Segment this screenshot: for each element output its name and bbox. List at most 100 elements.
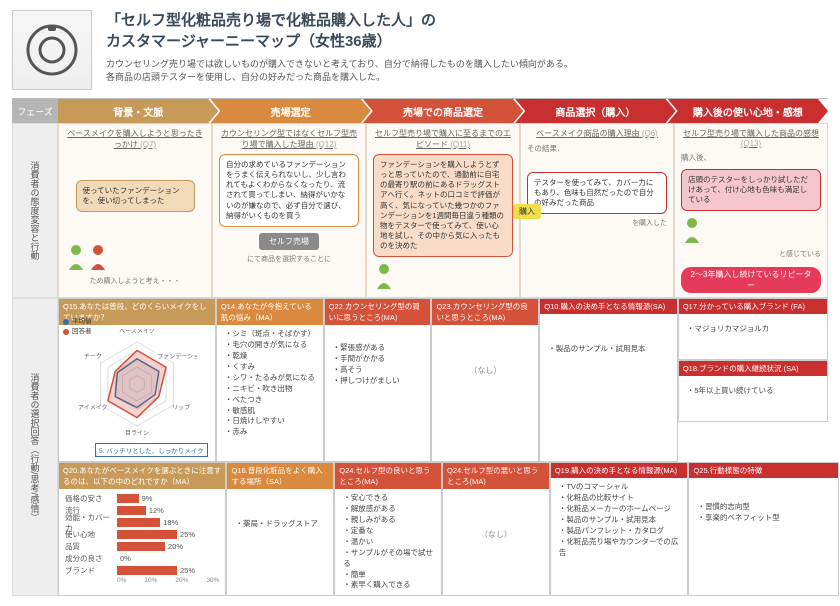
list-item: 日焼けしやすい <box>225 416 317 427</box>
list: シミ（斑点・そばかす）毛穴の開きが気になる乾燥くすみシワ・たるみが気になるニキビ… <box>223 329 317 438</box>
bar-row: 使い心地25% <box>65 529 219 540</box>
list-item: ニキビ・吹き出物 <box>225 384 317 395</box>
repeater-pill: 2〜3年購入し続けているリピーター <box>681 267 821 293</box>
data-card: Q24.セルフ型の悪いと思うところ(MA)（なし） <box>442 462 550 596</box>
data-card: Q15.あなたは普段、どのくらいメイクをしていますか？平均値回答者ベースメイクフ… <box>58 298 216 462</box>
phase-row: フェーズ 背景・文脈売場選定売場での商品選定商品選択（購入）購入後の使い心地・感… <box>12 99 828 123</box>
list-item: 安心できる <box>343 493 435 504</box>
journey-section: 消費者の態度変容と行動 ベースメイクを購入しようと思ったきっかけ (Q7)使って… <box>12 123 828 298</box>
list: 習慣的志向型享楽的ベネフィット型 <box>695 502 831 524</box>
list-item: 製品のサンプル・試用見本 <box>548 344 671 355</box>
bar-row: 効能・カバー力18% <box>65 517 219 528</box>
card-header: Q23.カウンセリング型の良いと思うところ(MA) <box>432 299 538 325</box>
list-item: マジョリカマジョルカ <box>687 324 821 335</box>
list-item: 高そう <box>333 365 425 376</box>
data-card: Q25.行動様態の特徴習慣的志向型享楽的ベネフィット型 <box>688 462 838 596</box>
phase-arrow: 売場選定 <box>210 99 370 123</box>
cards-section: 消費者の選択回答（行動/思考/感情） Q15.あなたは普段、どのくらいメイクをし… <box>12 298 828 596</box>
svg-text:ファンデーション: ファンデーション <box>157 353 197 361</box>
journey-column: ベースメイク商品の購入理由 (Q6) その結果、テスターを使ってみて、カバー力にも… <box>520 123 674 298</box>
journey-column: カウンセリング型ではなくセルフ型売り場で購入した理由 (Q12) 自分の求めている… <box>212 123 366 298</box>
header: 「セルフ型化粧品売り場で化粧品購入した人」のカスタマージャーニーマップ（女性36… <box>12 10 828 90</box>
speech-bubble: ファンデーションを購入しようとずっと思っていたので、通勤前に自宅の最寄り駅の前に… <box>373 154 513 257</box>
note: その結果、 <box>527 143 667 154</box>
speech-bubble: 使っていたファンデーションを、使い切ってしまった <box>76 180 195 212</box>
list-item: 製品のサンプル・試用見本 <box>559 515 682 526</box>
data-card: Q20.あなたがベースメイクを選ぶときに注意するのは、以下の中のどれですか（MA… <box>58 462 226 596</box>
data-card: Q17.分かっている購入ブランド (FA)マジョリカマジョルカ <box>678 298 828 360</box>
list-item: 化粧品メーカーのホームページ <box>559 504 682 515</box>
journey-column: セルフ型売り場で購入に至るまでのエピソード (Q11) ファンデーションを購入しよ… <box>366 123 520 298</box>
card-header: Q10.購入の決め手となる情報源(SA) <box>540 299 677 314</box>
note: を購入した <box>527 218 667 228</box>
phase-arrow: 商品選択（購入） <box>515 99 675 123</box>
speech-bubble: 自分の求めているファンデーションをうまく伝えられないし、少し言われてもよくわから… <box>219 154 359 227</box>
svg-text:リップ: リップ <box>172 405 190 412</box>
phase-arrow: 購入後の使い心地・感想 <box>668 99 828 123</box>
data-card: Q22.カウンセリング型の買いに思うところ(MA) 緊張感がある手間がかかる高そう… <box>324 298 432 462</box>
list-item: 薬局・ドラッグストア <box>235 519 327 530</box>
legend-item: 回答者 <box>63 325 92 335</box>
list-item: 習慣的志向型 <box>697 502 831 513</box>
col-title: ベースメイク商品の購入理由 (Q6) <box>527 128 667 139</box>
journey-column: ベースメイクを購入しようと思ったきっかけ (Q7)使っていたファンデーションを、… <box>58 123 212 298</box>
list-item: シワ・たるみが気になる <box>225 373 317 384</box>
data-card: Q10.購入の決め手となる情報源(SA) 製品のサンプル・試用見本 <box>539 298 678 462</box>
note: 購入後、 <box>681 152 821 163</box>
list-item: シミ（斑点・そばかす） <box>225 329 317 340</box>
list: 製品のサンプル・試用見本 <box>546 344 671 355</box>
data-card: Q24.セルフ型の良いと思うところ(MA)安心できる解放感がある親しみがある定番… <box>334 462 442 596</box>
list-item: 解放感がある <box>343 504 435 515</box>
bar-row: ブランド25% <box>65 565 219 576</box>
list-item: 簡単 <box>343 570 435 581</box>
bar-row: 品質20% <box>65 541 219 552</box>
col-title: カウンセリング型ではなくセルフ型売り場で購入した理由 (Q12) <box>219 128 359 150</box>
card-header: Q22.カウンセリング型の買いに思うところ(MA) <box>325 299 431 325</box>
list: 緊張感がある手間がかかる高そう押しつけがましい <box>331 343 425 387</box>
card-header: Q18.ブランドの購入継続状況 (SA) <box>679 361 827 376</box>
page-title: 「セルフ型化粧品売り場で化粧品購入した人」のカスタマージャーニーマップ（女性36… <box>106 10 573 52</box>
list: TVのコマーシャル化粧品の比較サイト化粧品メーカーのホームページ製品のサンプル・… <box>557 482 682 558</box>
speech-bubble: 店頭のテスターをしっかり試しただけあって、付け心地も色味も満足している <box>681 169 821 211</box>
speech-bubble: テスターを使ってみて、カバー力にもあり、色味も自然だったので自分の好みだった商品 <box>527 172 667 214</box>
col-title: セルフ型売り場で購入に至るまでのエピソード (Q11) <box>373 128 513 150</box>
tag: セルフ売場 <box>259 233 319 250</box>
list-item: くすみ <box>225 362 317 373</box>
list-item: 乾燥 <box>225 351 317 362</box>
card-header: Q16.普段化粧品をよく購入する場所（SA） <box>227 463 333 489</box>
list-item: 素早く購入できる <box>343 580 435 591</box>
svg-text:チーク: チーク <box>84 354 102 361</box>
list: 5年以上買い続けている <box>685 386 821 397</box>
phase-row-label: フェーズ <box>12 99 58 123</box>
data-card: Q19.購入の決め手となる情報源(MA)TVのコマーシャル化粧品の比較サイト化粧… <box>550 462 689 596</box>
list-item: 毛穴の開きが気になる <box>225 340 317 351</box>
list-item: 製品パンフレット・カタログ <box>559 526 682 537</box>
note: ため購入しようと考え・・・ <box>65 276 205 286</box>
data-card: Q16.普段化粧品をよく購入する場所（SA） 薬局・ドラッグストア <box>226 462 334 596</box>
data-card: Q23.カウンセリング型の良いと思うところ(MA)（なし） <box>431 298 539 462</box>
card-header: Q25.行動様態の特徴 <box>689 463 837 478</box>
card-header: Q20.あなたがベースメイクを選ぶときに注意するのは、以下の中のどれですか（MA… <box>59 463 225 489</box>
svg-text:アイメイク: アイメイク <box>78 405 108 412</box>
svg-text:ベースメイク: ベースメイク <box>119 329 155 335</box>
list-item: 手間がかかる <box>333 354 425 365</box>
list-item: べたつき <box>225 395 317 406</box>
phase-arrow: 売場での商品選定 <box>363 99 523 123</box>
list-item: 5年以上買い続けている <box>687 386 821 397</box>
bar-axis: 0%10%20%30% <box>117 577 219 584</box>
list-item: 押しつけがましい <box>333 376 425 387</box>
card-header: Q14.あなたが今抱えている肌の悩み（MA） <box>217 299 323 325</box>
phase-arrow: 背景・文脈 <box>58 99 218 123</box>
card-header: Q24.セルフ型の良いと思うところ(MA) <box>335 463 441 489</box>
list-item: 緊張感がある <box>333 343 425 354</box>
radar-foot: 5. バッチリとした、しっかりメイク <box>95 443 208 457</box>
list-item: 化粧品の比較サイト <box>559 493 682 504</box>
side-label-2: 消費者の選択回答（行動/思考/感情） <box>12 298 58 596</box>
note: にて商品を選択することに <box>219 254 359 264</box>
page-desc: カウンセリング売り場では欲しいものが購入できないと考えており、自分で納得したもの… <box>106 58 573 83</box>
list-item: 定番な <box>343 526 435 537</box>
bar-row: 価格の安さ9% <box>65 493 219 504</box>
journey-column: セルフ型売り場で購入した商品の感想 (Q13)購入後、店頭のテスターをしっかり試… <box>674 123 828 298</box>
logo-icon <box>12 10 92 90</box>
legend-item: 平均値 <box>63 315 92 325</box>
